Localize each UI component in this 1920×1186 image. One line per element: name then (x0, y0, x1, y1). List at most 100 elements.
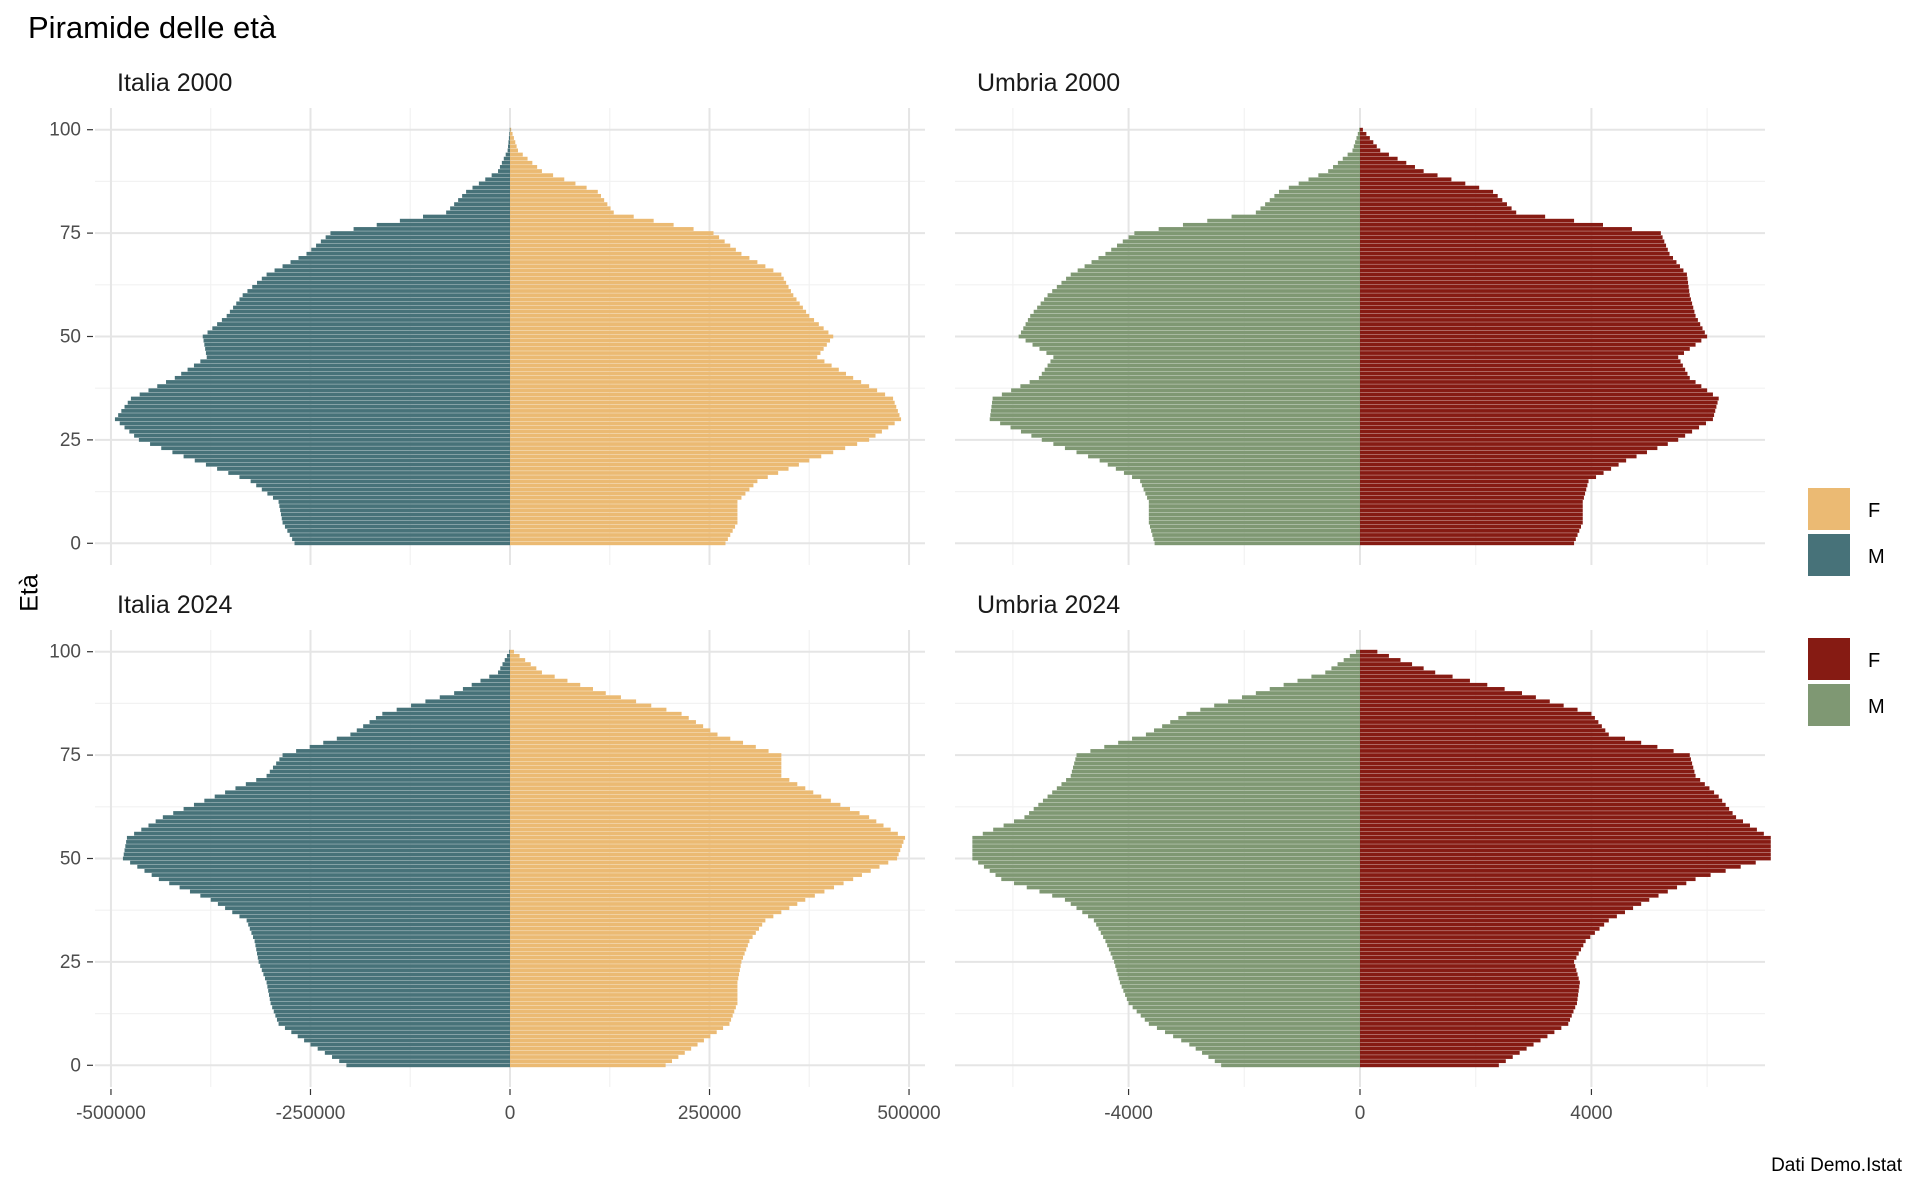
bar-F-age-9 (1360, 504, 1583, 508)
bar-F-age-84 (1360, 193, 1498, 198)
bar-M-age-73 (1122, 239, 1360, 244)
bar-M-age-33 (249, 926, 511, 931)
bar-F-age-6 (510, 1038, 704, 1043)
bar-M-age-53 (217, 322, 510, 326)
bar-M-age-62 (252, 284, 510, 289)
bar-M-age-26 (134, 433, 510, 438)
bar-M-age-96 (1331, 666, 1360, 671)
bar-M-age-32 (990, 409, 1360, 413)
bar-M-age-33 (1098, 926, 1360, 931)
bar-M-age-59 (1044, 297, 1360, 302)
bar-M-age-98 (1356, 136, 1360, 140)
legend-1: FM (1808, 488, 1885, 576)
bar-F-age-36 (1360, 914, 1617, 919)
bar-F-age-77 (1360, 222, 1603, 227)
bar-M-age-77 (1104, 744, 1360, 749)
bar-F-age-73 (510, 761, 782, 766)
bar-F-age-45 (1360, 355, 1679, 360)
bar-M-age-100 (509, 127, 511, 132)
bar-M-age-54 (221, 318, 510, 322)
bar-F-age-78 (510, 740, 744, 745)
bar-F-age-87 (1360, 703, 1564, 708)
bar-M-age-12 (275, 1013, 510, 1018)
bar-M-age-30 (114, 417, 511, 422)
bar-M-age-62 (1033, 806, 1360, 811)
bar-F-age-63 (510, 280, 787, 285)
bar-M-age-28 (1108, 947, 1360, 952)
bar-M-age-94 (1347, 152, 1360, 157)
bar-M-age-97 (1337, 662, 1360, 667)
bar-F-age-43 (1360, 363, 1683, 368)
bar-M-age-66 (1052, 790, 1360, 795)
bar-M-age-34 (1096, 922, 1360, 927)
bar-M-age-78 (1207, 218, 1360, 223)
bar-F-age-45 (510, 877, 854, 882)
bar-M-age-16 (1126, 997, 1360, 1002)
bar-F-age-17 (1360, 471, 1604, 475)
bar-M-age-60 (162, 815, 510, 820)
bar-F-age-70 (1360, 251, 1670, 256)
bar-M-age-48 (204, 342, 510, 347)
bar-M-age-100 (1359, 127, 1360, 132)
bar-M-age-14 (272, 1005, 510, 1010)
bar-M-age-80 (350, 732, 510, 737)
bar-F-age-19 (510, 984, 738, 989)
bar-M-age-83 (1170, 720, 1360, 724)
bar-F-age-50 (510, 334, 834, 339)
bar-F-age-34 (510, 922, 763, 927)
bar-F-age-96 (1360, 666, 1424, 671)
bar-F-age-99 (510, 653, 520, 658)
bar-M-age-19 (1107, 462, 1360, 467)
bar-F-age-69 (510, 256, 750, 260)
bar-M-age-1 (339, 1059, 510, 1064)
bar-M-age-5 (1148, 520, 1360, 525)
bar-M-age-89 (1318, 173, 1360, 178)
y-tick-label: 75 (60, 223, 81, 244)
bar-F-age-15 (510, 1001, 738, 1006)
bar-M-age-30 (1105, 939, 1360, 944)
bar-M-age-28 (124, 425, 511, 430)
bar-M-age-89 (491, 173, 510, 178)
bar-F-age-86 (510, 707, 667, 712)
bar-F-age-77 (510, 222, 674, 227)
bar-M-age-86 (396, 707, 510, 712)
bar-M-age-66 (1077, 268, 1360, 273)
bar-M-age-8 (1148, 508, 1360, 513)
bar-F-age-100 (1360, 649, 1378, 654)
bar-F-age-17 (510, 993, 738, 997)
bar-M-age-68 (245, 782, 510, 786)
bar-F-age-20 (510, 980, 738, 985)
bar-M-age-50 (202, 334, 510, 339)
bar-M-age-56 (134, 831, 510, 836)
bar-M-age-20 (194, 458, 510, 463)
bar-F-age-55 (510, 313, 810, 318)
bar-F-age-18 (1360, 988, 1579, 993)
panel-1: Italia 2000 0 25 50 75 100 (49, 69, 925, 565)
bar-F-age-42 (510, 889, 825, 894)
bar-F-age-44 (1360, 881, 1687, 886)
bar-F-age-22 (510, 450, 834, 455)
bar-F-age-54 (510, 840, 904, 844)
bar-F-age-32 (1360, 409, 1716, 413)
bar-F-age-78 (1360, 218, 1575, 223)
bar-M-age-67 (1056, 786, 1360, 791)
bar-M-age-57 (233, 305, 510, 310)
bar-F-age-26 (510, 955, 744, 960)
bar-F-age-59 (1360, 819, 1744, 824)
bar-M-age-87 (478, 181, 510, 186)
bar-F-age-0 (510, 541, 726, 546)
bar-M-age-59 (1014, 819, 1360, 824)
bar-M-age-9 (1148, 504, 1360, 508)
series-F (510, 127, 902, 546)
bar-F-age-1 (1360, 537, 1576, 542)
bar-M-age-39 (1029, 380, 1360, 384)
bar-F-age-47 (510, 347, 824, 351)
bar-M-age-4 (317, 1046, 510, 1051)
bar-F-age-10 (510, 500, 738, 504)
bar-M-age-82 (1162, 724, 1360, 729)
bar-F-age-23 (510, 968, 740, 973)
bar-M-age-13 (261, 487, 510, 492)
bar-F-age-93 (510, 156, 528, 161)
bar-F-age-91 (1360, 687, 1505, 691)
bar-F-age-63 (1360, 802, 1726, 807)
